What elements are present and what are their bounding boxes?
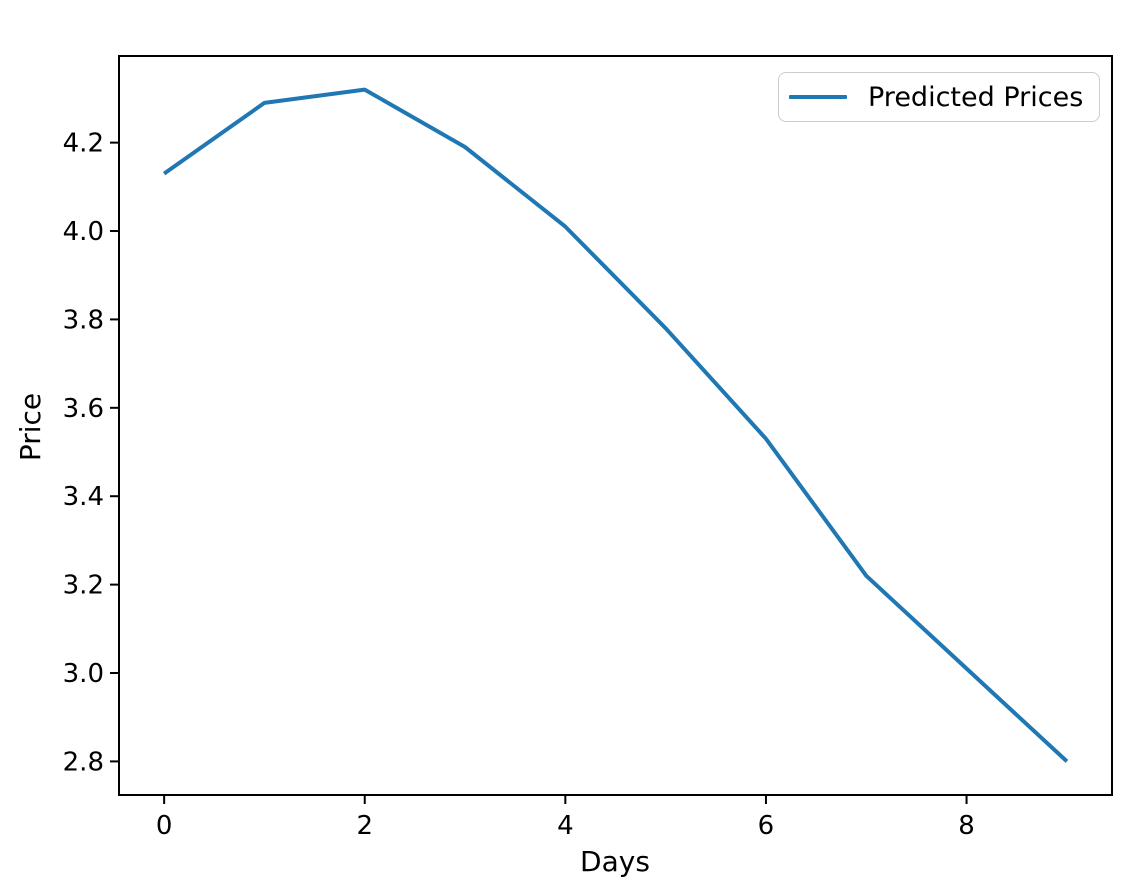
x-tick-label: 4: [557, 811, 574, 841]
y-tick-label: 4.0: [63, 217, 104, 247]
y-tick-label: 3.8: [63, 305, 104, 335]
x-axis-ticks: 0 2 4 6 8: [156, 795, 975, 841]
y-tick-label: 3.0: [63, 659, 104, 689]
predicted-prices-line: [162, 87, 1069, 763]
legend-line-sample: [789, 95, 847, 99]
y-tick-label: 3.2: [63, 571, 104, 601]
y-tick-label: 4.2: [63, 129, 104, 159]
y-tick-label: 2.8: [63, 747, 104, 777]
x-tick-label: 0: [156, 811, 173, 841]
y-axis-label: Price: [14, 392, 47, 462]
x-tick-label: 8: [958, 811, 975, 841]
y-axis-ticks: 2.8 3.0 3.2 3.4 3.6 3.8 4.0 4.2: [63, 129, 119, 777]
x-tick-label: 6: [758, 811, 775, 841]
legend: Predicted Prices: [778, 72, 1100, 122]
legend-label: Predicted Prices: [868, 81, 1084, 113]
y-tick-label: 3.6: [63, 394, 104, 424]
y-tick-label: 3.4: [63, 482, 104, 512]
axes-frame: [118, 55, 1113, 796]
x-tick-label: 2: [356, 811, 373, 841]
x-axis-label: Days: [580, 845, 650, 878]
